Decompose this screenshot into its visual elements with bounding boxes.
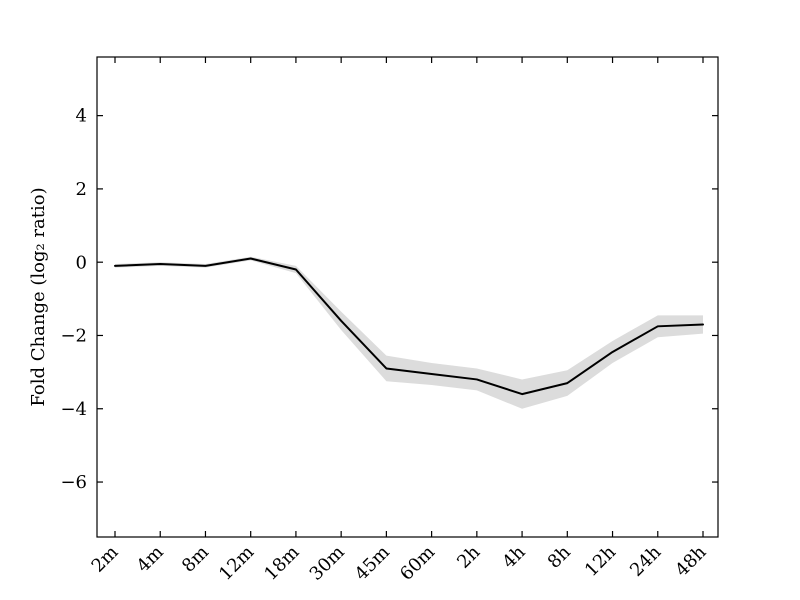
y-tick-label: −4 [60, 399, 87, 420]
x-tick-label: 8m [178, 542, 213, 577]
y-axis-label: Fold Change (log₂ ratio) [28, 187, 49, 406]
x-tick-label: 45m [351, 542, 394, 585]
x-tick-label: 30m [306, 542, 349, 585]
error-band [115, 256, 703, 409]
y-tick-label: −2 [60, 326, 87, 347]
x-tick-label: 12h [581, 541, 621, 581]
y-tick-label: −6 [60, 472, 87, 493]
x-tick-label: 2m [88, 542, 123, 577]
x-tick-label: 12m [215, 542, 258, 585]
x-tick-label: 4h [498, 541, 529, 572]
axes-border [96, 56, 719, 538]
x-tick-label: 2h [453, 541, 484, 572]
x-tick-label: 24h [626, 541, 666, 581]
x-tick-label: 60m [396, 542, 439, 585]
x-tick-label: 18m [260, 542, 303, 585]
y-tick-label: 4 [76, 106, 87, 127]
y-tick-label: 2 [76, 179, 87, 200]
fold-change-line [114, 257, 704, 396]
x-tick-label: 4m [133, 542, 168, 577]
y-tick-label: 0 [76, 252, 87, 273]
x-tick-label: 48h [671, 541, 711, 581]
x-tick-label: 8h [544, 541, 575, 572]
